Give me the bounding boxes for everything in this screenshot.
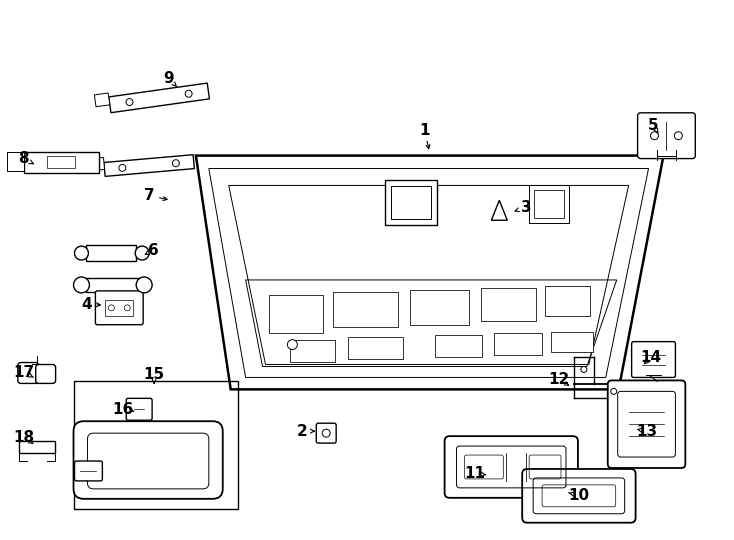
Bar: [333, 292, 398, 327]
Bar: [106, 300, 133, 316]
Text: 12: 12: [548, 372, 570, 387]
Polygon shape: [7, 152, 23, 171]
Polygon shape: [23, 152, 99, 173]
FancyBboxPatch shape: [522, 469, 636, 523]
Text: 18: 18: [13, 430, 34, 444]
FancyBboxPatch shape: [445, 436, 578, 498]
Bar: [551, 332, 593, 352]
Polygon shape: [104, 154, 195, 177]
Circle shape: [75, 246, 88, 260]
FancyBboxPatch shape: [95, 291, 143, 325]
Text: 6: 6: [148, 242, 159, 258]
FancyBboxPatch shape: [316, 423, 336, 443]
Text: 5: 5: [648, 118, 659, 133]
Polygon shape: [95, 93, 110, 107]
Polygon shape: [90, 158, 104, 171]
Polygon shape: [109, 83, 209, 113]
Circle shape: [137, 277, 152, 293]
Polygon shape: [491, 200, 507, 220]
FancyBboxPatch shape: [73, 421, 222, 499]
Bar: [482, 288, 536, 321]
Text: 17: 17: [13, 365, 34, 380]
Circle shape: [135, 246, 149, 260]
Polygon shape: [19, 441, 54, 453]
Polygon shape: [87, 278, 139, 292]
Polygon shape: [196, 156, 664, 389]
FancyBboxPatch shape: [126, 399, 152, 420]
Text: 11: 11: [464, 467, 485, 482]
Bar: [385, 180, 437, 225]
Text: 15: 15: [144, 367, 164, 382]
FancyBboxPatch shape: [638, 113, 695, 159]
Text: 2: 2: [297, 424, 308, 438]
Text: 1: 1: [419, 123, 430, 138]
Circle shape: [73, 277, 90, 293]
Bar: [529, 185, 569, 223]
Circle shape: [288, 340, 297, 349]
Text: 10: 10: [568, 488, 589, 503]
Bar: [534, 191, 564, 218]
Bar: [494, 333, 542, 355]
Bar: [269, 295, 323, 333]
Text: 3: 3: [521, 200, 531, 215]
Text: 13: 13: [636, 424, 657, 438]
Bar: [410, 290, 470, 325]
Text: 14: 14: [640, 350, 661, 365]
Bar: [47, 156, 75, 167]
Text: 4: 4: [81, 298, 92, 312]
Bar: [545, 286, 590, 316]
Text: 16: 16: [112, 402, 134, 417]
FancyBboxPatch shape: [36, 364, 56, 383]
Bar: [435, 335, 482, 356]
FancyBboxPatch shape: [608, 380, 686, 468]
Text: 8: 8: [18, 151, 29, 166]
Text: 7: 7: [144, 188, 154, 203]
Text: 9: 9: [164, 71, 175, 86]
FancyBboxPatch shape: [632, 342, 675, 377]
FancyBboxPatch shape: [18, 362, 39, 383]
Bar: [348, 336, 403, 359]
Bar: [391, 186, 431, 219]
FancyBboxPatch shape: [75, 461, 102, 481]
Bar: [291, 340, 335, 361]
Polygon shape: [87, 245, 137, 261]
Bar: [73, 381, 238, 509]
